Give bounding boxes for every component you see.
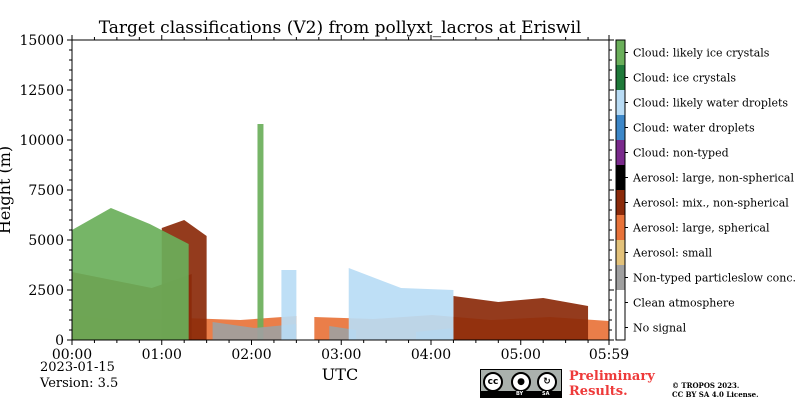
by-person-icon: ●: [511, 372, 531, 392]
preliminary-results-notice: Preliminary Results.: [569, 369, 655, 399]
legend-label: Cloud: ice crystals: [633, 72, 736, 85]
preliminary-line2: Results.: [569, 384, 628, 399]
legend-colorbar: Cloud: likely ice crystals Cloud: ice cry…: [615, 39, 796, 341]
cc-license-badge: cc ● ↻ BY SA: [480, 369, 562, 398]
legend-label: Aerosol: small: [632, 247, 712, 260]
y-tick-label: 0: [55, 333, 64, 349]
legend-swatch: [616, 90, 625, 115]
legend-label: Clean atmosphere: [633, 297, 735, 310]
y-tick-label: 12500: [19, 83, 64, 99]
legend-swatch: [616, 65, 625, 90]
class-area-4-1: [348, 268, 454, 340]
x-axis-label: UTC: [322, 365, 358, 384]
legend-label: Aerosol: mix., non-spherical: [632, 197, 789, 210]
legend-label: Aerosol: large, spherical: [632, 222, 770, 235]
legend-swatch: [616, 290, 625, 315]
copyright-line1: © TROPOS 2023.: [672, 381, 740, 390]
legend-label: Cloud: water droplets: [633, 122, 755, 135]
y-tick-label: 5000: [28, 233, 64, 249]
legend-swatch: [616, 190, 625, 215]
legend-swatch: [616, 215, 625, 240]
legend-swatch: [616, 165, 625, 190]
y-tick-label: 15000: [19, 33, 64, 49]
legend-swatch: [616, 140, 625, 165]
legend-swatch: [616, 315, 625, 340]
plot-area: [71, 39, 610, 341]
legend-label: Aerosol: large, non-spherical: [632, 172, 794, 185]
x-tick-label: 00:00: [52, 347, 92, 363]
chart-title: Target classifications (V2) from pollyxt…: [99, 18, 582, 38]
class-area-3-0: [212, 322, 297, 340]
class-area-1-2: [453, 296, 589, 340]
legend-swatch: [616, 265, 625, 290]
date-label: 2023-01-15: [40, 360, 115, 375]
x-tick-label: 05:00: [501, 347, 541, 363]
legend-label: Cloud: non-typed: [633, 147, 729, 160]
copyright-notice: © TROPOS 2023. CC BY SA 4.0 License.: [672, 381, 759, 399]
legend-swatch: [616, 115, 625, 140]
y-tick-label: 2500: [28, 283, 64, 299]
preliminary-line1: Preliminary: [569, 369, 655, 384]
legend-swatch: [616, 40, 625, 65]
cc-icon: cc: [483, 372, 503, 392]
legend-swatch: [616, 240, 625, 265]
y-axis: 0 2500 5000 7500 10000 12500 15000: [19, 33, 614, 349]
x-tick-label: 03:00: [321, 347, 361, 363]
by-label: BY: [516, 391, 524, 397]
sa-share-icon: ↻: [537, 372, 557, 392]
sa-label: SA: [542, 391, 550, 397]
legend-frame: [615, 39, 626, 341]
version-label: Version: 3.5: [40, 376, 119, 391]
y-axis-label: Height (m): [0, 146, 14, 234]
license-strip: [481, 391, 561, 397]
class-area-4-0: [281, 270, 297, 340]
x-tick-label: 01:00: [142, 347, 182, 363]
x-tick-label: 02:00: [231, 347, 271, 363]
x-tick-label: 05:59: [589, 347, 629, 363]
copyright-line2: CC BY SA 4.0 License.: [672, 390, 759, 399]
legend-label: Cloud: likely water droplets: [633, 97, 788, 110]
legend-label: No signal: [633, 322, 687, 335]
class-area-2-0: [72, 208, 189, 340]
y-tick-label: 10000: [19, 133, 64, 149]
y-tick-label: 7500: [28, 183, 64, 199]
x-tick-label: 04:00: [411, 347, 451, 363]
x-axis: 00:00 01:00 02:00 03:00 04:00 05:00 05:59: [52, 35, 629, 363]
legend-label: Non-typed particleslow conc.: [633, 272, 796, 285]
legend-label: Cloud: likely ice crystals: [633, 47, 770, 60]
class-area-2-1: [257, 124, 264, 340]
